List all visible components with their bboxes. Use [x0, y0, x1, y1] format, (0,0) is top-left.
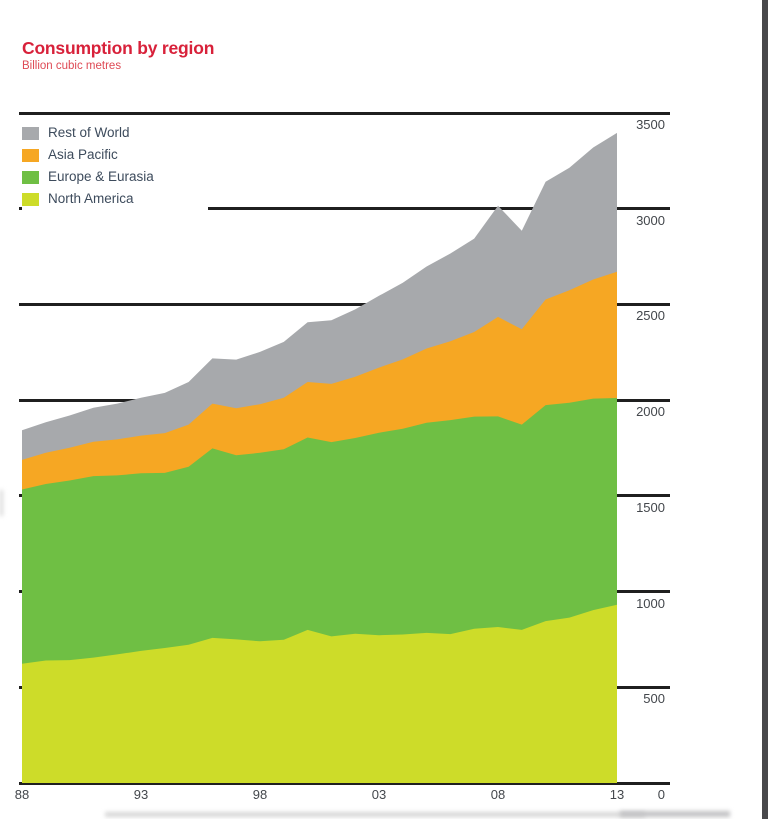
gridline [19, 111, 670, 115]
page-bottom-artifact [620, 811, 730, 817]
y-tick-label: 1500 [636, 499, 665, 515]
y-tick-label: 2000 [636, 404, 665, 420]
gridline [19, 781, 670, 785]
gridline [19, 302, 670, 306]
chart-title: Consumption by region [22, 38, 215, 58]
legend-label: Europe & Eurasia [48, 169, 154, 184]
page-bottom-artifact [105, 812, 645, 817]
legend-item: North America [22, 188, 208, 210]
y-tick-label: 0 [657, 787, 665, 802]
legend-label: Asia Pacific [48, 147, 118, 162]
page-left-artifact [0, 490, 3, 516]
legend-item: Asia Pacific [22, 144, 208, 166]
chart-subtitle: Billion cubic metres [22, 60, 122, 72]
y-tick-label: 3000 [636, 212, 665, 228]
stacked-area-chart [22, 132, 617, 783]
legend-label: Rest of World [48, 125, 130, 140]
legend-swatch-icon [22, 126, 39, 140]
gridline [19, 207, 670, 211]
y-tick-label: 2500 [636, 308, 665, 324]
chart-legend: Rest of World Asia Pacific Europe & Eurasi… [22, 117, 208, 211]
y-tick-label: 500 [643, 691, 665, 707]
area-north-america [22, 604, 617, 783]
legend-swatch-icon [22, 192, 39, 206]
legend-label: North America [48, 191, 134, 206]
y-tick-label: 3500 [636, 117, 665, 132]
legend-item: Europe & Eurasia [22, 166, 208, 188]
x-tick-label: 93 [133, 787, 149, 802]
page-edge [762, 0, 768, 819]
legend-item: Rest of World [22, 122, 208, 144]
legend-swatch-icon [22, 148, 39, 162]
x-tick-label: 98 [252, 787, 268, 802]
x-tick-label: 88 [14, 787, 30, 802]
x-tick-label: 03 [371, 787, 387, 802]
x-tick-label: 08 [490, 787, 506, 802]
y-tick-label: 1000 [636, 595, 665, 611]
x-tick-label: 13 [609, 787, 625, 802]
legend-swatch-icon [22, 170, 39, 184]
